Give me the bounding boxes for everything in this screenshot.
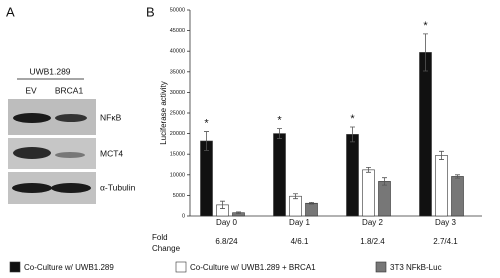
legend-label: Co-Culture w/ UWB1.289 bbox=[24, 263, 114, 272]
y-axis-title: Luciferase activity bbox=[159, 81, 168, 145]
x-tick-label: Day 3 bbox=[435, 218, 456, 227]
bar bbox=[273, 133, 286, 217]
significance-mark: * bbox=[204, 117, 209, 129]
y-tick-label: 10000 bbox=[170, 172, 185, 178]
bar bbox=[362, 169, 375, 217]
blot bbox=[8, 99, 96, 204]
legend-swatch bbox=[175, 261, 187, 273]
y-tick-label: 40000 bbox=[170, 49, 185, 55]
legend-label: Co-Culture w/ UWB1.289 + BRCA1 bbox=[190, 263, 316, 272]
fold-change-value: 1.8/2.4 bbox=[360, 237, 385, 246]
cell-line-label: UWB1.289 bbox=[29, 66, 70, 76]
error-bar bbox=[382, 177, 387, 186]
bar bbox=[378, 181, 391, 217]
error-bar bbox=[423, 33, 428, 72]
y-tick-label: 25000 bbox=[170, 110, 185, 116]
bar bbox=[435, 155, 448, 217]
y-tick-label: 50000 bbox=[170, 7, 185, 13]
x-tick-label: Day 0 bbox=[216, 218, 237, 227]
significance-mark: * bbox=[423, 20, 428, 32]
y-tick-label: 15000 bbox=[170, 152, 185, 158]
legend-swatch bbox=[375, 261, 387, 273]
fold-change-label: Fold bbox=[152, 233, 168, 242]
y-tick-label: 35000 bbox=[170, 69, 185, 75]
fold-change-value: 2.7/4.1 bbox=[433, 237, 458, 246]
y-tick-label: 0 bbox=[182, 213, 185, 219]
lane-label: EV bbox=[25, 85, 37, 95]
fold-change-value: 4/6.1 bbox=[291, 237, 309, 246]
panel-label: A bbox=[6, 4, 15, 19]
protein-label: MCT4 bbox=[100, 148, 123, 158]
legend-label: 3T3 NFkB-Luc bbox=[390, 263, 442, 272]
protein-label: NFκB bbox=[100, 112, 122, 122]
y-tick-label: 20000 bbox=[170, 131, 185, 137]
error-bar bbox=[439, 150, 444, 160]
bar bbox=[419, 52, 432, 217]
bar bbox=[305, 202, 318, 217]
y-tick-label: 45000 bbox=[170, 28, 185, 34]
bar bbox=[451, 176, 464, 217]
error-bar bbox=[366, 166, 371, 173]
error-bar bbox=[236, 211, 241, 214]
y-tick-label: 5000 bbox=[173, 193, 185, 199]
bar bbox=[289, 195, 302, 217]
y-tick-label: 30000 bbox=[170, 90, 185, 96]
error-bar bbox=[220, 200, 225, 209]
bar bbox=[346, 134, 359, 217]
x-tick-label: Day 2 bbox=[362, 218, 383, 227]
x-tick-label: Day 1 bbox=[289, 218, 310, 227]
error-bar bbox=[204, 131, 209, 151]
error-bar bbox=[309, 202, 314, 205]
bar bbox=[200, 140, 213, 217]
lane-label: BRCA1 bbox=[55, 85, 84, 95]
error-bar bbox=[277, 128, 282, 139]
fold-change-value: 6.8/24 bbox=[215, 237, 238, 246]
significance-mark: * bbox=[277, 115, 282, 127]
error-bar bbox=[350, 126, 355, 143]
error-bar bbox=[293, 193, 298, 200]
significance-mark: * bbox=[350, 113, 355, 125]
legend-swatch bbox=[9, 261, 21, 273]
protein-label: α-Tubulin bbox=[100, 182, 136, 192]
error-bar bbox=[455, 174, 460, 179]
panel-label: B bbox=[146, 4, 155, 19]
fold-change-label: Change bbox=[152, 244, 181, 253]
